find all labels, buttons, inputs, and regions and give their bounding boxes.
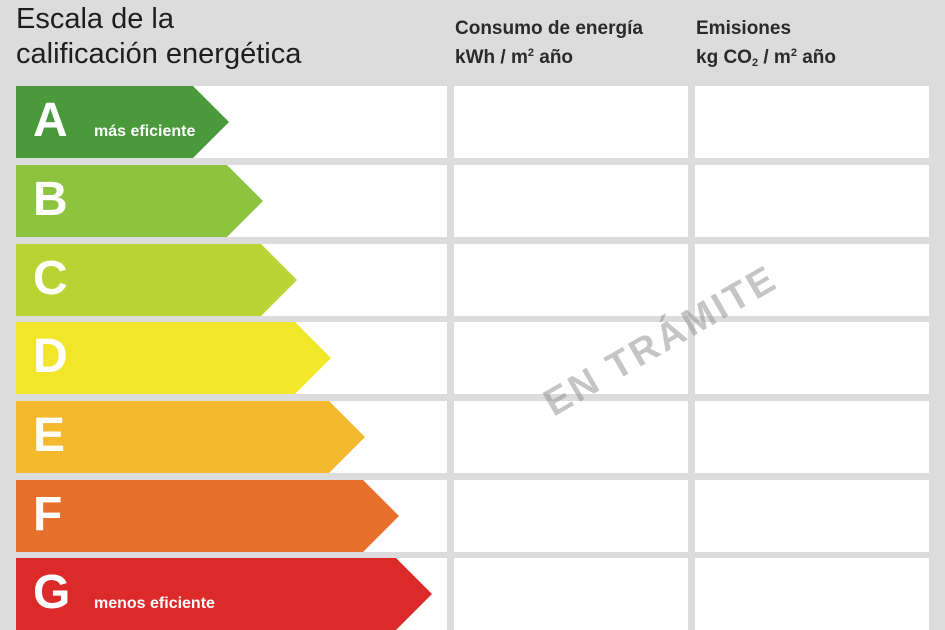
- rating-efficiency-label: más eficiente: [94, 123, 196, 140]
- rating-letter: A: [33, 94, 68, 147]
- emissions-header-line-1: Emisiones: [696, 18, 792, 39]
- consumption-header-line-1: Consumo de energía: [455, 18, 643, 39]
- rating-letter: G: [33, 566, 71, 619]
- emissions-column-header: Emisiones kg CO2 / m2 año: [696, 16, 836, 76]
- emissions-value-cell: [695, 480, 929, 552]
- consumption-value-cell: [454, 244, 688, 316]
- consumption-value-cell: [454, 480, 688, 552]
- consumption-header-unit: kWh / m2 año: [455, 47, 574, 68]
- rating-letter: B: [33, 173, 68, 226]
- emissions-value-cell: [695, 322, 929, 394]
- emissions-header-unit: kg CO2 / m2 año: [696, 47, 836, 69]
- consumption-value-cell: [454, 322, 688, 394]
- consumption-column-header: Consumo de energía kWh / m2 año: [455, 16, 643, 70]
- rating-arrow-e: E: [16, 401, 365, 473]
- title-line-1: Escala de la: [16, 3, 174, 35]
- rating-letter: D: [33, 330, 68, 383]
- rating-letter: E: [33, 409, 66, 462]
- rating-letter: C: [33, 252, 68, 305]
- rating-arrow-c: C: [16, 244, 297, 316]
- emissions-value-cell: [695, 558, 929, 630]
- page-title: Escala de la calificación energética: [16, 2, 301, 72]
- title-line-2: calificación energética: [16, 38, 302, 70]
- rating-letter: F: [33, 488, 63, 541]
- emissions-value-cell: [695, 86, 929, 158]
- rating-arrow-b: B: [16, 165, 263, 237]
- emissions-value-cell: [695, 401, 929, 473]
- consumption-value-cell: [454, 401, 688, 473]
- consumption-value-cell: [454, 165, 688, 237]
- emissions-value-cell: [695, 244, 929, 316]
- consumption-value-cell: [454, 558, 688, 630]
- emissions-value-cell: [695, 165, 929, 237]
- consumption-value-cell: [454, 86, 688, 158]
- rating-arrow-d: D: [16, 322, 331, 394]
- rating-efficiency-label: menos eficiente: [94, 595, 215, 612]
- rating-arrow-f: F: [16, 480, 399, 552]
